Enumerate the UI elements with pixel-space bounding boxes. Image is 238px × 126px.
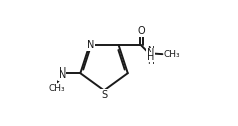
Text: S: S (101, 90, 107, 100)
Text: H: H (59, 67, 66, 77)
Text: CH₃: CH₃ (163, 50, 180, 59)
Text: H: H (147, 52, 154, 62)
Text: CH₃: CH₃ (49, 84, 66, 93)
Text: N
H: N H (147, 46, 154, 66)
Text: N: N (59, 70, 66, 80)
Text: N: N (87, 40, 94, 50)
Text: O: O (137, 26, 145, 36)
Text: N: N (147, 48, 154, 58)
